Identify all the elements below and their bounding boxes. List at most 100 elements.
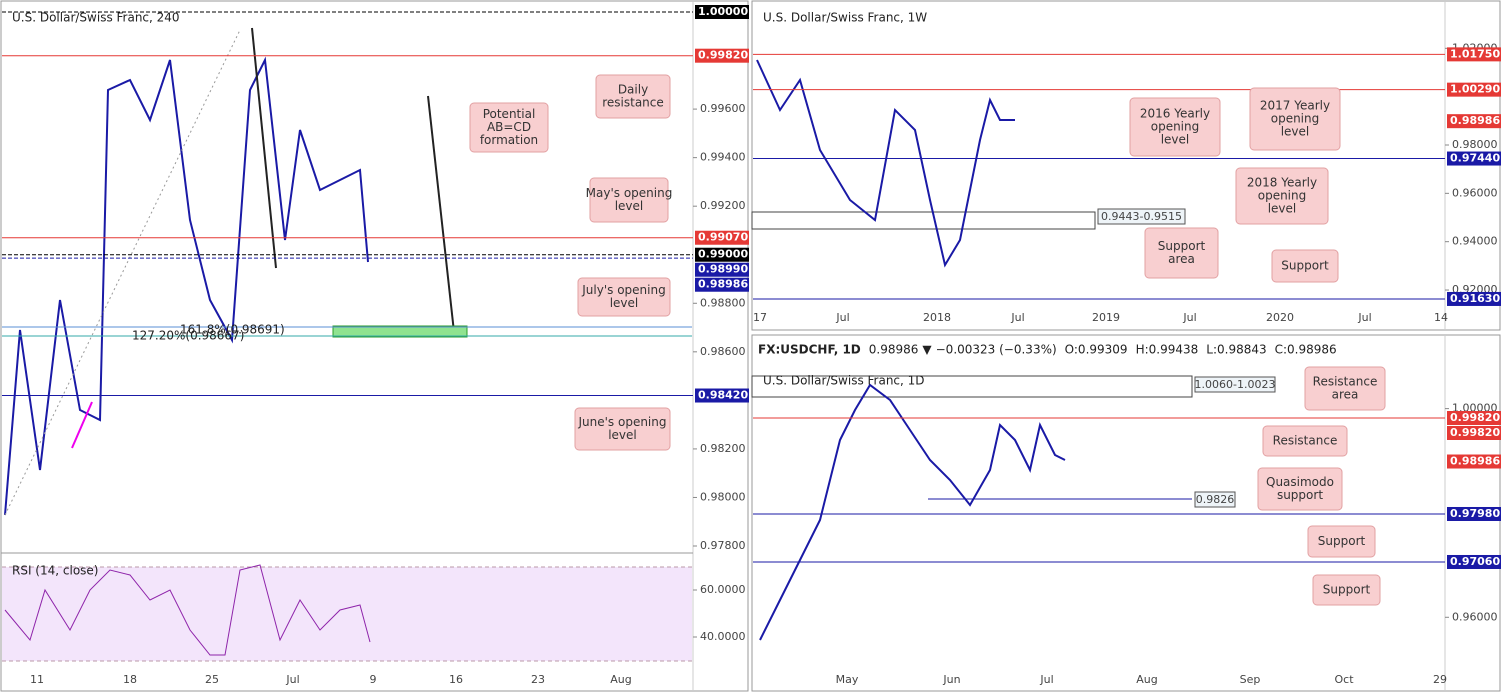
price-label-box: [1447, 47, 1501, 62]
callout-text: AB=CD: [487, 120, 531, 134]
rsi-title: RSI (14, close): [12, 564, 98, 578]
price-path: [756, 59, 1015, 268]
callout-text: resistance: [602, 96, 664, 110]
x-tick-label: Jul: [285, 673, 299, 686]
callout: [1129, 97, 1221, 157]
resistance-area: [751, 375, 1193, 398]
callout: [1307, 525, 1376, 558]
price-label-box: [1447, 554, 1501, 569]
callout-text: Quasimodo: [1266, 475, 1334, 489]
callout-text: Daily: [618, 83, 648, 97]
rsi-line: [4, 564, 371, 656]
x-tick-label: 14: [1434, 311, 1448, 324]
price-label: 0.99070: [698, 231, 748, 244]
callout: [1257, 467, 1343, 511]
header-item: 0.98986: [869, 343, 919, 357]
y-tick-label: 0.99600: [700, 102, 746, 115]
callout-text: support: [1277, 488, 1323, 502]
y-tick-label: 0.99400: [700, 151, 746, 164]
callout-text: level: [608, 428, 637, 442]
callout: [1304, 366, 1386, 411]
callout: [1312, 574, 1381, 606]
price-label-box: [695, 48, 749, 63]
x-tick-label: 2019: [1092, 311, 1120, 324]
x-tick-label: Jul: [835, 311, 849, 324]
price-label-box: [1447, 411, 1501, 425]
price-label-box: [1447, 426, 1501, 440]
header-item: L:0.98843: [1206, 343, 1266, 357]
support-area: [751, 211, 1096, 230]
price-label: 0.91630: [1450, 292, 1500, 305]
callout-text: opening: [1151, 120, 1200, 134]
x-tick-label: Aug: [610, 673, 631, 686]
header-item: H:0.99438: [1136, 343, 1199, 357]
price-label-box: [695, 247, 749, 262]
x-tick-label: 23: [531, 673, 545, 686]
annotation: 0.9443-0.9515: [1101, 210, 1182, 223]
price-label: 0.98420: [698, 389, 748, 402]
callout-text: level: [610, 296, 639, 310]
y-tick-label: 0.94000: [1452, 235, 1498, 248]
x-tick-label: 18: [123, 673, 137, 686]
price-label: 1.00290: [1450, 83, 1500, 96]
price-label: 0.99820: [1450, 411, 1500, 424]
chart-title: U.S. Dollar/Swiss Franc, 1W: [763, 11, 927, 25]
callout-text: level: [1268, 202, 1297, 216]
arrow: [71, 401, 93, 449]
price-label: 0.98986: [698, 278, 748, 291]
price-label-box: [695, 388, 749, 403]
callout-text: formation: [480, 133, 538, 147]
x-tick-label: 16: [449, 673, 463, 686]
rsi-band: [2, 567, 692, 661]
price-label: 0.99000: [698, 248, 748, 261]
y-tick-label: 0.98600: [700, 345, 746, 358]
y-tick-label: 60.0000: [700, 583, 746, 596]
price-label: 0.97440: [1450, 152, 1500, 165]
annotation-box: [1097, 208, 1186, 225]
x-tick-label: 29: [1433, 673, 1447, 686]
price-label: 0.98986: [1450, 455, 1500, 468]
callout-text: level: [1281, 125, 1310, 139]
price-label-box: [1447, 291, 1501, 306]
price-label: 0.98986: [1450, 114, 1500, 127]
arrow: [427, 95, 455, 333]
annotation: 0.9826: [1196, 493, 1235, 506]
x-tick-label: Jul: [1010, 311, 1024, 324]
x-tick-label: Aug: [1136, 673, 1157, 686]
chart-title: U.S. Dollar/Swiss Franc, 1D: [763, 374, 925, 388]
x-tick-label: 11: [30, 673, 44, 686]
x-tick-label: Jul: [1182, 311, 1196, 324]
price-label-box: [1447, 454, 1501, 469]
callout-text: opening: [1271, 112, 1320, 126]
x-tick-label: 2018: [923, 311, 951, 324]
annotation: 1.0060-1.0023: [1195, 378, 1276, 391]
header-item: −0.00323 (−0.33%): [936, 343, 1057, 357]
callout-text: May's opening: [586, 186, 673, 200]
y-tick-label: 0.98800: [700, 296, 746, 309]
header-item: ▼: [922, 343, 932, 357]
x-tick-label: Oct: [1334, 673, 1354, 686]
price-label-box: [695, 277, 749, 292]
price-path: [759, 383, 1066, 641]
x-tick-label: 25: [205, 673, 219, 686]
price-path: [4, 56, 369, 516]
callout: [1249, 87, 1341, 151]
price-label: 0.99820: [698, 49, 748, 62]
chart-title: U.S. Dollar/Swiss Franc, 240: [12, 11, 180, 25]
callout: [595, 74, 671, 119]
callout-text: 2017 Yearly: [1260, 99, 1330, 113]
callout-text: 2018 Yearly: [1247, 176, 1317, 190]
x-tick-label: Jul: [1039, 673, 1053, 686]
price-label-box: [695, 5, 749, 19]
header-item: O:0.99309: [1065, 343, 1128, 357]
y-tick-label: 0.99200: [700, 199, 746, 212]
y-tick-label: 0.96000: [1452, 610, 1498, 623]
price-label: 1.00000: [698, 5, 748, 18]
callout: [469, 102, 549, 153]
price-label-box: [695, 230, 749, 245]
target-zone: [332, 325, 468, 338]
callout-text: opening: [1258, 189, 1307, 203]
annotation: 161.8%(0.98691): [180, 323, 285, 337]
x-tick-label: 17: [753, 311, 767, 324]
